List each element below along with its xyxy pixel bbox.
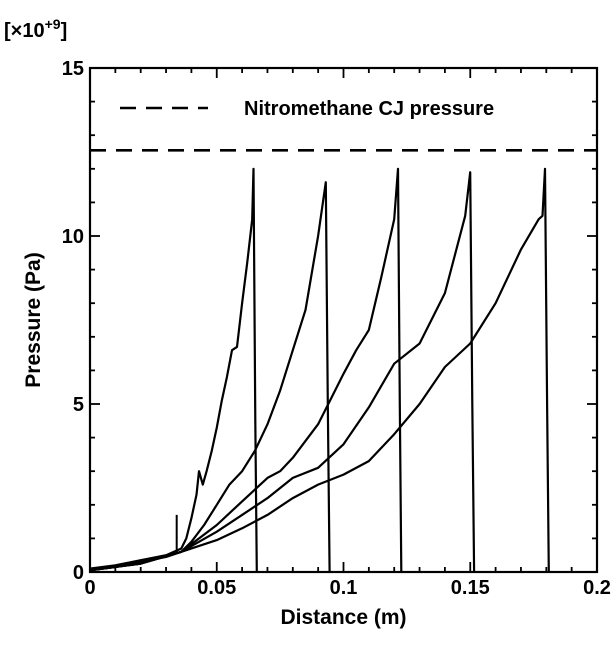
series-layer [89,167,550,573]
y-axis-multiplier: [×10+9] [4,16,67,42]
x-tick-label: 0.1 [330,577,358,599]
x-tick-label: 0.2 [583,577,611,599]
y-tick-label: 15 [62,58,84,80]
y-axis-label: Pressure (Pa) [22,252,45,387]
series-line-4 [89,171,476,573]
plot-frame [88,66,599,574]
y-tick-label: 10 [62,226,84,248]
x-axis-label: Distance (m) [280,606,406,629]
series-line-2 [89,181,331,573]
x-tick-label: 0 [84,577,95,599]
ticks-layer [89,67,598,573]
x-tick-label: 0.05 [197,577,236,599]
y-tick-label: 5 [73,394,84,416]
multiplier-exponent: +9 [45,16,61,32]
legend-label-cj-pressure: Nitromethane CJ pressure [244,98,494,120]
legend: Nitromethane CJ pressure [120,98,494,120]
y-tick-label: 0 [73,562,84,584]
series-line-3 [89,167,403,573]
labels-layer: 0 0.05 0.1 0.15 0.2 0 5 10 15 [62,58,611,599]
series-line-5 [89,167,550,573]
multiplier-close: ] [61,20,68,42]
multiplier-base: [×10 [4,20,45,42]
x-tick-label: 0.15 [451,577,490,599]
